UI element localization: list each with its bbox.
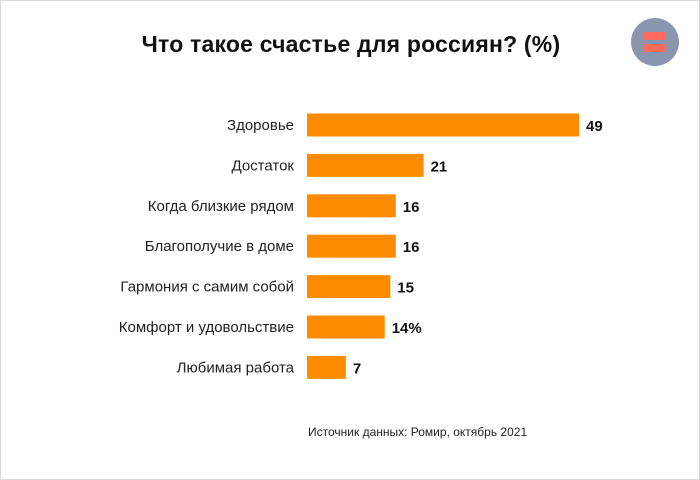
- category-label-3: Когда близкие рядом: [148, 198, 294, 215]
- category-label-7: Любимая работа: [177, 359, 295, 376]
- value-label-5: 15: [397, 280, 414, 297]
- category-label-5: Гармония с самим собой: [120, 279, 294, 296]
- logo-stripe-bottom: [644, 44, 666, 52]
- bar-5: [307, 275, 391, 299]
- value-label-6: 14%: [392, 320, 422, 337]
- bar-6: [307, 315, 385, 339]
- category-label-1: Здоровье: [227, 117, 294, 134]
- source-note: Источник данных: Ромир, октябрь 2021: [308, 425, 528, 439]
- bar-1: [307, 113, 579, 137]
- equals-logo-icon: [631, 18, 679, 66]
- bar-3: [307, 194, 396, 218]
- bar-2: [307, 153, 424, 177]
- category-label-2: Достаток: [232, 157, 295, 174]
- bar-4: [307, 234, 396, 258]
- category-label-6: Комфорт и удовольствие: [119, 319, 294, 336]
- chart-title: Что такое счастье для россиян? (%): [141, 31, 561, 57]
- value-label-4: 16: [403, 239, 420, 256]
- value-label-7: 7: [353, 360, 361, 377]
- logo-stripe-top: [644, 32, 666, 40]
- value-label-1: 49: [586, 118, 603, 135]
- value-label-2: 21: [431, 158, 448, 175]
- category-label-4: Благополучие в доме: [145, 238, 294, 255]
- bar-7: [307, 355, 346, 379]
- value-label-3: 16: [403, 199, 420, 216]
